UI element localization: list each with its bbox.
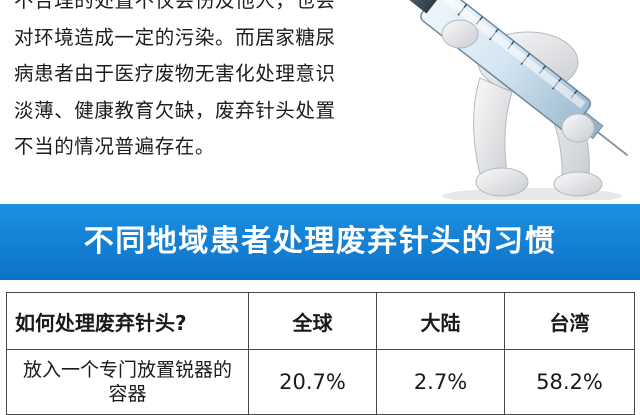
syringe-figure-illustration [352, 0, 640, 200]
section-banner-title: 不同地域患者处理废弃针头的习惯 [0, 204, 640, 280]
3d-figure-holding-syringe-icon [391, 0, 629, 200]
row-value-mainland: 2.7% [376, 349, 505, 415]
row-value-taiwan: 58.2% [504, 349, 635, 415]
header-global: 全球 [248, 292, 377, 350]
row-method: 放入一个专门放置锐器的容器 [6, 349, 249, 415]
header-taiwan: 台湾 [504, 292, 635, 350]
header-mainland: 大陆 [376, 292, 505, 350]
table-header-row: 如何处理废弃针头? 全球 大陆 台湾 [6, 292, 635, 350]
needle-disposal-table: 如何处理废弃针头? 全球 大陆 台湾 放入一个专门放置锐器的容器 20.7% 2… [6, 292, 635, 415]
table-row: 放入一个专门放置锐器的容器 20.7% 2.7% 58.2% [6, 349, 635, 415]
intro-paragraph: 不合理的处置不仅会伤及他人，也会对环境造成一定的污染。而居家糖尿病患者由于医疗废… [14, 0, 336, 158]
intro-section: 不合理的处置不仅会伤及他人，也会对环境造成一定的污染。而居家糖尿病患者由于医疗废… [0, 0, 640, 200]
row-value-global: 20.7% [248, 349, 377, 415]
header-method: 如何处理废弃针头? [6, 292, 249, 350]
needle-disposal-table-container: 如何处理废弃针头? 全球 大陆 台湾 放入一个专门放置锐器的容器 20.7% 2… [6, 292, 635, 415]
